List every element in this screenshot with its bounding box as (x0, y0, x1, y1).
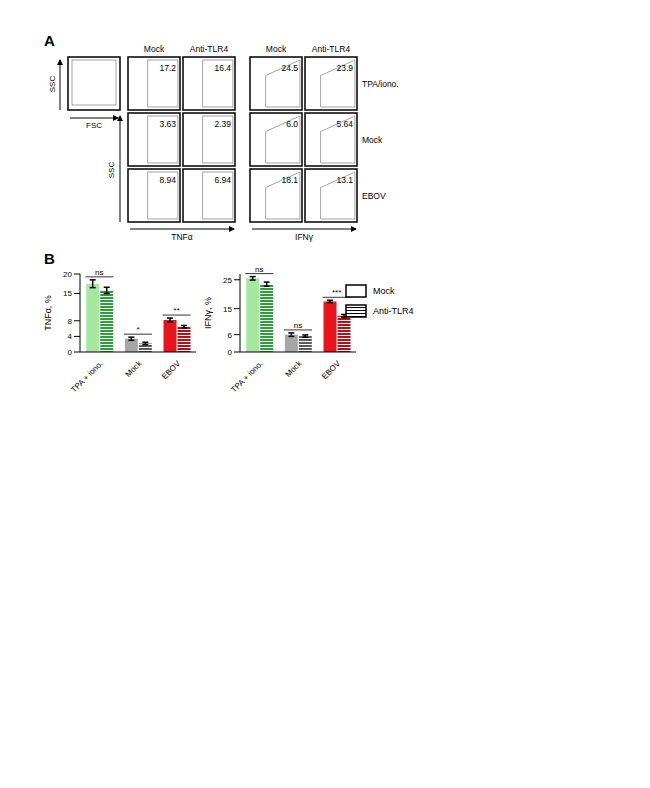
svg-text:24.5: 24.5 (281, 63, 298, 73)
svg-text:2.39: 2.39 (214, 119, 231, 129)
svg-text:FSC: FSC (86, 121, 102, 130)
svg-text:15: 15 (63, 289, 72, 298)
svg-text:0: 0 (228, 348, 233, 357)
svg-text:0: 0 (68, 348, 73, 357)
svg-text:13.1: 13.1 (336, 175, 353, 185)
svg-text:IFNγ, %: IFNγ, % (203, 297, 213, 329)
svg-text:Anti-TLR4: Anti-TLR4 (312, 44, 351, 54)
svg-text:23.9: 23.9 (336, 63, 353, 73)
svg-text:SSC: SSC (48, 76, 57, 93)
svg-text:6.0: 6.0 (286, 119, 298, 129)
svg-text:15: 15 (223, 305, 232, 314)
svg-text:3.63: 3.63 (159, 119, 176, 129)
svg-text:20: 20 (63, 270, 72, 279)
html-text:Mock: Mock (373, 286, 395, 296)
svg-text:*: * (136, 325, 139, 334)
svg-text:SSC: SSC (107, 162, 116, 179)
svg-text:ns: ns (95, 268, 103, 277)
svg-text:Mock: Mock (266, 44, 287, 54)
svg-text:TPA + iono.: TPA + iono. (229, 359, 264, 394)
svg-text:EBOV: EBOV (362, 191, 386, 201)
svg-text:TNFα: TNFα (171, 232, 193, 242)
html-text:Anti-TLR4: Anti-TLR4 (373, 306, 414, 316)
svg-text:***: *** (332, 288, 341, 297)
svg-text:6: 6 (228, 331, 233, 340)
svg-text:17.2: 17.2 (159, 63, 176, 73)
svg-text:EBOV: EBOV (320, 359, 343, 382)
svg-text:TNFα, %: TNFα, % (43, 295, 53, 331)
svg-text:4: 4 (68, 332, 73, 341)
svg-text:ns: ns (294, 321, 302, 330)
svg-text:16.4: 16.4 (214, 63, 231, 73)
svg-text:TPA/iono.: TPA/iono. (362, 79, 399, 89)
svg-text:6.94: 6.94 (214, 175, 231, 185)
svg-text:IFNγ: IFNγ (295, 232, 314, 242)
svg-text:ns: ns (255, 265, 263, 274)
svg-text:Mock: Mock (144, 44, 165, 54)
svg-text:18.1: 18.1 (281, 175, 298, 185)
svg-text:Mock: Mock (284, 358, 305, 379)
svg-text:A: A (44, 32, 55, 49)
svg-text:Mock: Mock (362, 135, 383, 145)
svg-text:**: ** (174, 306, 180, 315)
svg-text:EBOV: EBOV (160, 359, 183, 382)
svg-text:5.64: 5.64 (336, 119, 353, 129)
svg-text:Anti-TLR4: Anti-TLR4 (190, 44, 229, 54)
html-text:B: B (44, 250, 55, 267)
svg-text:25: 25 (223, 276, 232, 285)
svg-text:8.94: 8.94 (159, 175, 176, 185)
svg-text:8: 8 (68, 317, 73, 326)
svg-text:Mock: Mock (124, 358, 145, 379)
svg-text:TPA + iono.: TPA + iono. (69, 359, 104, 394)
